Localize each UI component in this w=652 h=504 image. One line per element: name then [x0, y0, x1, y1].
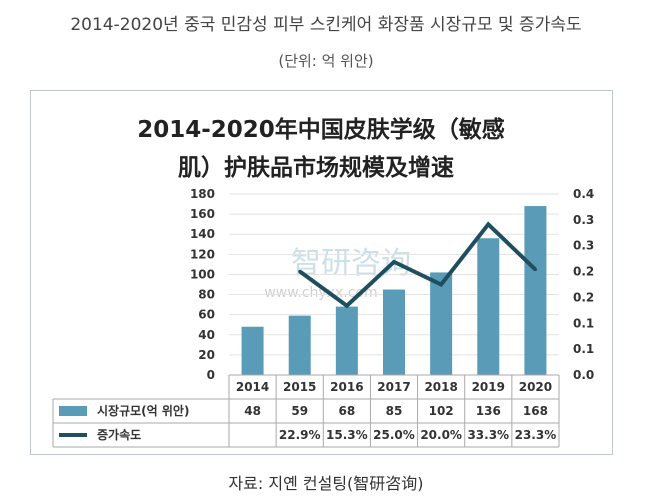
legend-line-label: 증가속도 — [97, 427, 141, 442]
bar-value-label: 102 — [429, 404, 454, 418]
unit-label: (단위: 억 위안) — [278, 52, 374, 70]
line-point — [298, 269, 302, 273]
bar-value-label: 136 — [476, 404, 501, 418]
growth-value-label: 15.3% — [326, 428, 368, 442]
watermark-url: www.chyxx.com — [264, 285, 377, 301]
x-tick-label: 2017 — [377, 380, 410, 394]
y-right-tick-label: 0.2 — [573, 265, 594, 279]
bar — [430, 272, 453, 375]
line-point — [486, 222, 490, 226]
bar — [524, 206, 547, 375]
legend-bar-label: 시장규모(억 위안) — [97, 403, 189, 418]
y-right-tick-label: 0.3 — [573, 213, 594, 227]
y-left-tick-label: 100 — [190, 267, 215, 281]
y-left-tick-label: 60 — [198, 308, 215, 322]
source-note: 자료: 지옌 컨설팅(智研咨询) — [228, 474, 424, 493]
growth-value-label: 23.3% — [515, 428, 557, 442]
x-tick-label: 2019 — [472, 380, 505, 394]
y-right-tick-label: 0.0 — [573, 368, 594, 382]
line-point — [533, 268, 537, 272]
y-left-tick-label: 140 — [190, 227, 215, 241]
bar-value-label: 68 — [339, 404, 356, 418]
growth-value-label: 22.9% — [279, 428, 321, 442]
bar-value-label: 59 — [291, 404, 308, 418]
chart-title-line2: 肌）护肤品市场规模及增速 — [178, 154, 454, 181]
chart-svg: 2014-2020年中国皮肤学级（敏感 肌）护肤品市场规模及增速 智研咨询 ww… — [52, 116, 594, 448]
page-title: 2014-2020년 중국 민감성 피부 스킨케어 화장품 시장규모 및 증가속… — [70, 15, 582, 35]
bar-value-label: 168 — [523, 404, 548, 418]
line-point — [392, 260, 396, 264]
y-right-tick-label: 0.2 — [573, 290, 594, 304]
y-left-tick-label: 80 — [198, 288, 215, 302]
bar-value-label: 85 — [386, 404, 403, 418]
y-right-tick-label: 0.1 — [573, 342, 594, 356]
y-left-tick-label: 40 — [198, 328, 215, 342]
y-right-tick-label: 0.4 — [573, 187, 594, 201]
bar — [335, 306, 358, 375]
bar — [383, 289, 405, 375]
bar — [288, 315, 311, 375]
growth-line — [298, 221, 537, 309]
growth-value-label: 20.0% — [420, 428, 462, 442]
x-tick-label: 2015 — [283, 380, 316, 394]
y-left-tick-label: 0 — [207, 368, 215, 382]
x-tick-label: 2018 — [424, 380, 457, 394]
y-right-tick-label: 0.1 — [573, 316, 594, 330]
line-point — [439, 283, 443, 286]
bar — [241, 326, 264, 375]
x-tick-label: 2016 — [330, 380, 363, 394]
x-tick-label: 2020 — [519, 380, 552, 394]
line-point — [345, 304, 349, 308]
y-left-tick-label: 160 — [190, 207, 215, 221]
chart-container: 2014-2020年中国皮肤学级（敏感 肌）护肤品市场规模及增速 智研咨询 ww… — [30, 90, 613, 455]
y-left-tick-label: 120 — [190, 247, 215, 261]
y-left-tick-label: 20 — [198, 348, 215, 362]
y-left-tick-label: 180 — [190, 187, 215, 201]
bar-value-label: 48 — [244, 404, 261, 418]
bar — [477, 238, 500, 375]
growth-value-label: 33.3% — [467, 428, 509, 442]
legend-bar-key — [59, 406, 87, 416]
growth-value-label: 25.0% — [373, 428, 415, 442]
chart-title-line1: 2014-2020年中国皮肤学级（敏感 — [137, 116, 505, 143]
y-right-tick-label: 0.3 — [573, 239, 594, 253]
x-tick-label: 2014 — [236, 380, 269, 394]
